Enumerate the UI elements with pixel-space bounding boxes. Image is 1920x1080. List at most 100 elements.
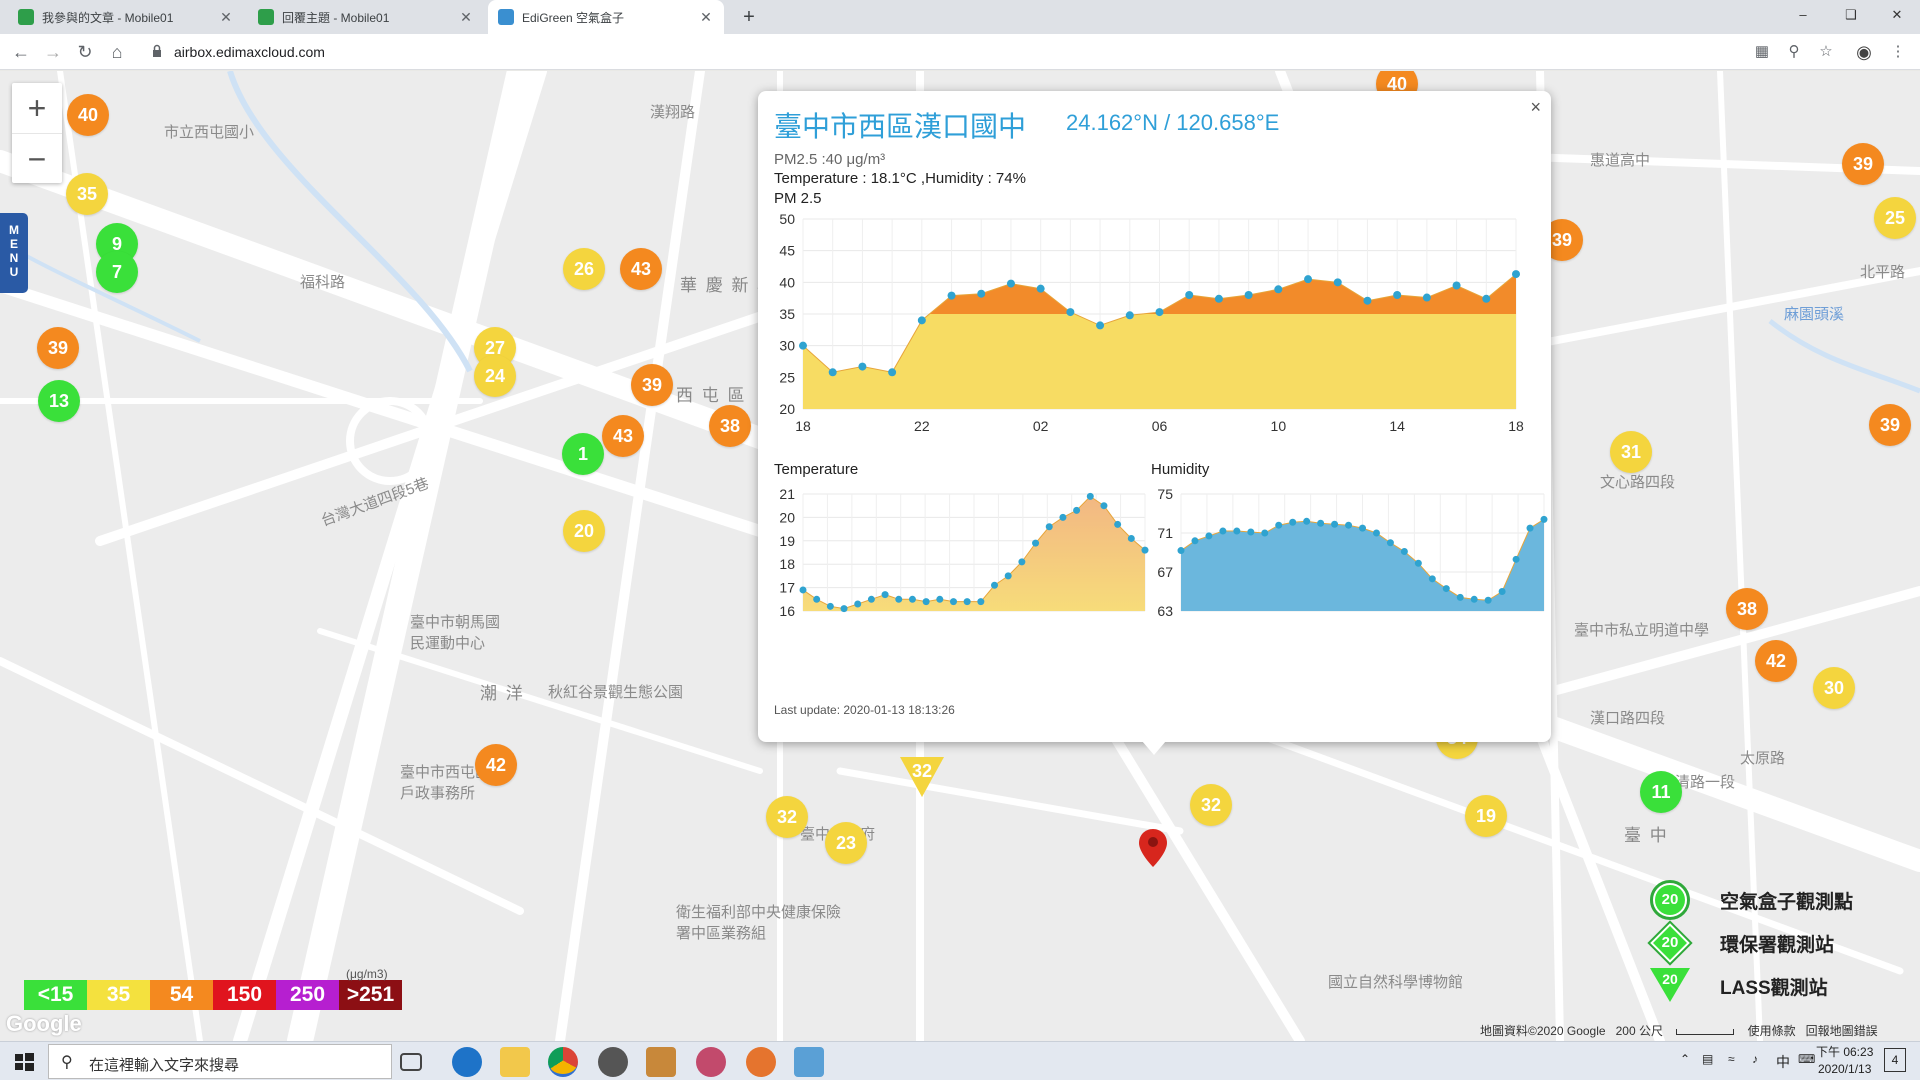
tab-mobile01-reply[interactable]: 回覆主題 - Mobile01 ✕ <box>248 0 484 34</box>
y-tick-label: 75 <box>1157 486 1173 502</box>
map-marker[interactable]: 39 <box>37 327 79 369</box>
tab-edigreen[interactable]: EdiGreen 空氣盒子 ✕ <box>488 0 724 34</box>
map-marker[interactable]: 24 <box>474 355 516 397</box>
map-marker[interactable]: 7 <box>96 251 138 293</box>
zoom-out-button[interactable]: − <box>12 133 62 183</box>
legend-label: LASS觀測站 <box>1720 977 1828 999</box>
data-point <box>1512 555 1520 563</box>
home-icon[interactable]: ⌂ <box>111 42 123 62</box>
map-label: 潮 洋 <box>480 684 525 703</box>
last-update: Last update: 2020-01-13 18:13:26 <box>774 703 955 717</box>
menu-button[interactable]: MENU <box>0 213 28 293</box>
scale-level: <15 <box>24 980 87 1010</box>
restore-icon[interactable]: ❑ <box>1845 7 1857 22</box>
legend-value: 20 <box>1655 885 1685 915</box>
map-marker[interactable]: 43 <box>602 415 644 457</box>
map-marker[interactable]: 32 <box>766 796 808 838</box>
map-marker[interactable]: 11 <box>1640 771 1682 813</box>
app-icon[interactable] <box>598 1047 628 1077</box>
chrome-icon[interactable] <box>548 1047 578 1077</box>
map-footer: 地圖資料©2020 Google 200 公尺 使用條款 回報地圖錯誤 <box>1480 1022 1878 1039</box>
map-marker[interactable]: 25 <box>1874 197 1916 239</box>
map-pin-icon[interactable] <box>1139 829 1167 867</box>
map-marker[interactable]: 38 <box>709 405 751 447</box>
data-point <box>1036 284 1045 293</box>
tray-chevron-icon[interactable]: ⌃ <box>1680 1052 1691 1066</box>
close-icon[interactable]: ✕ <box>700 8 712 25</box>
new-tab-button[interactable]: + <box>743 6 755 28</box>
map-marker[interactable]: 19 <box>1465 795 1507 837</box>
terms-link[interactable]: 使用條款 <box>1747 1024 1796 1038</box>
map-marker[interactable]: 30 <box>1813 667 1855 709</box>
data-point <box>1261 529 1269 537</box>
map-marker[interactable]: 32 <box>1190 784 1232 826</box>
zoom-icon[interactable]: ⚲ <box>1788 43 1800 60</box>
data-point <box>1428 575 1436 583</box>
map-marker[interactable]: 35 <box>66 173 108 215</box>
data-point <box>1442 585 1450 593</box>
map-marker[interactable]: 43 <box>620 248 662 290</box>
bookmark-star-icon[interactable]: ☆ <box>1819 43 1833 60</box>
map-marker[interactable]: 40 <box>67 94 109 136</box>
map-marker[interactable]: 39 <box>631 364 673 406</box>
tray-wifi-icon[interactable]: ≈ <box>1728 1052 1735 1066</box>
data-point <box>1100 502 1108 510</box>
reload-icon[interactable]: ↻ <box>77 42 93 62</box>
x-tick-label: 14 <box>1389 418 1405 434</box>
data-point <box>895 595 903 603</box>
report-link[interactable]: 回報地圖錯誤 <box>1805 1024 1878 1038</box>
tray-volume-icon[interactable]: ♪ <box>1752 1052 1758 1066</box>
map-marker[interactable]: 1 <box>562 433 604 475</box>
forward-icon[interactable]: → <box>44 42 62 62</box>
close-icon[interactable]: ✕ <box>220 8 232 25</box>
edge-icon[interactable] <box>452 1047 482 1077</box>
address-bar[interactable]: airbox.edimaxcloud.com <box>144 38 1744 66</box>
app-icon[interactable] <box>646 1047 676 1077</box>
zoom-in-button[interactable]: + <box>27 90 47 126</box>
taskbar-clock[interactable]: 下午 06:23 2020/1/13 <box>1816 1044 1873 1078</box>
file-explorer-icon[interactable] <box>500 1047 530 1077</box>
map-marker[interactable]: 23 <box>825 822 867 864</box>
profile-icon[interactable]: ◉ <box>1856 42 1872 62</box>
tray-ime[interactable]: 中 <box>1776 1054 1790 1070</box>
app-icon[interactable] <box>696 1047 726 1077</box>
map-label: 市立西屯國小 <box>164 124 255 141</box>
app-icon[interactable] <box>746 1047 776 1077</box>
more-menu-icon[interactable]: ⋮ <box>1890 43 1906 60</box>
windows-start-icon[interactable] <box>0 1042 48 1080</box>
map-marker[interactable]: 42 <box>475 744 517 786</box>
data-point <box>1185 291 1194 299</box>
data-point <box>1045 523 1053 531</box>
map-marker[interactable]: 20 <box>563 510 605 552</box>
map-marker[interactable]: 42 <box>1755 640 1797 682</box>
data-point <box>799 586 807 594</box>
map-marker[interactable]: 39 <box>1869 404 1911 446</box>
y-tick-label: 17 <box>779 580 795 596</box>
map-marker[interactable]: 26 <box>563 248 605 290</box>
popup-close-button[interactable]: × <box>1530 97 1541 117</box>
translate-icon[interactable]: ▦ <box>1754 43 1770 60</box>
map-marker[interactable]: 31 <box>1610 431 1652 473</box>
tab-mobile01-articles[interactable]: 我參與的文章 - Mobile01 ✕ <box>8 0 244 34</box>
epa-station-icon: 20 <box>1650 923 1690 963</box>
map-label: 太原路 <box>1740 750 1786 767</box>
map-marker[interactable]: 39 <box>1842 143 1884 185</box>
tab-strip: 我參與的文章 - Mobile01 ✕ 回覆主題 - Mobile01 ✕ Ed… <box>0 0 1920 34</box>
map-marker[interactable]: 13 <box>38 380 80 422</box>
airbox-icon: 20 <box>1650 880 1690 920</box>
tray-network-icon[interactable]: ▤ <box>1702 1052 1714 1066</box>
taskbar-search[interactable]: ⚲ 在這裡輸入文字來搜尋 <box>48 1044 392 1079</box>
popup-pointer <box>1142 741 1166 755</box>
y-tick-label: 67 <box>1157 564 1173 580</box>
back-icon[interactable]: ← <box>12 42 30 62</box>
tray-keyboard-icon[interactable]: ⌨ <box>1798 1052 1816 1066</box>
close-icon[interactable]: ✕ <box>460 8 472 25</box>
task-view-icon[interactable] <box>400 1053 422 1071</box>
y-tick-label: 18 <box>779 556 795 572</box>
minimize-icon[interactable]: – <box>1799 7 1807 22</box>
pm25-reading: PM2.5 :40 μg/m³ <box>774 151 886 168</box>
map-marker[interactable]: 38 <box>1726 588 1768 630</box>
window-close-icon[interactable]: ✕ <box>1891 7 1903 22</box>
app-icon[interactable] <box>794 1047 824 1077</box>
notification-icon[interactable]: 4 <box>1884 1048 1906 1072</box>
